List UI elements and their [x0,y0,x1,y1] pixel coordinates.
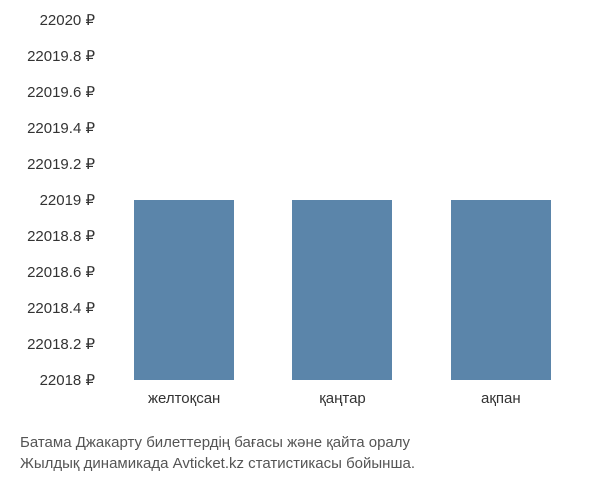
bar-group [422,200,580,380]
bar [451,200,551,380]
chart-caption: Батама Джакарту билеттердің бағасы және … [20,432,580,474]
x-axis-labels: желтоқсан қаңтар ақпан [105,390,580,407]
bars-group [105,20,580,380]
x-label: ақпан [422,390,580,407]
y-tick: 22019.4 ₽ [27,119,95,137]
y-tick: 22018.2 ₽ [27,335,95,353]
x-label: желтоқсан [105,390,263,407]
bar [292,200,392,380]
x-label: қаңтар [263,390,421,407]
caption-line-1: Батама Джакарту билеттердің бағасы және … [20,432,580,453]
caption-line-2: Жылдық динамикада Avticket.kz статистика… [20,453,580,474]
y-tick: 22018.6 ₽ [27,263,95,281]
y-tick: 22019.6 ₽ [27,83,95,101]
y-tick: 22019.2 ₽ [27,155,95,173]
bar-group [263,200,421,380]
chart-container: 22020 ₽ 22019.8 ₽ 22019.6 ₽ 22019.4 ₽ 22… [105,20,580,380]
plot-area [105,20,580,380]
bar [134,200,234,380]
y-tick: 22019 ₽ [40,191,95,209]
y-tick: 22018 ₽ [40,371,95,389]
y-tick: 22019.8 ₽ [27,47,95,65]
y-tick: 22018.4 ₽ [27,299,95,317]
bar-group [105,200,263,380]
y-tick: 22020 ₽ [40,11,95,29]
y-tick: 22018.8 ₽ [27,227,95,245]
y-axis: 22020 ₽ 22019.8 ₽ 22019.6 ₽ 22019.4 ₽ 22… [10,20,100,380]
